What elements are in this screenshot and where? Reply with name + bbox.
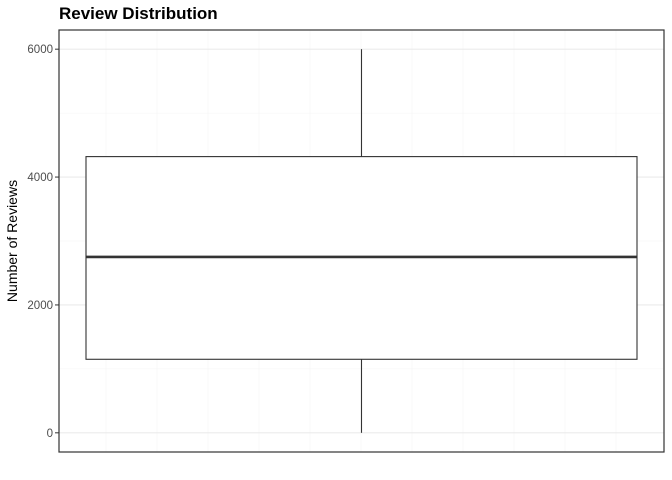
y-tick-label: 6000 xyxy=(27,44,53,56)
y-axis-label: Number of Reviews xyxy=(4,180,20,302)
y-axis-ticks: 0 2000 4000 6000 xyxy=(27,44,59,440)
y-tick-label: 4000 xyxy=(27,172,53,184)
y-tick-label: 2000 xyxy=(27,300,53,312)
box-plot xyxy=(85,49,638,433)
panel-border xyxy=(58,29,665,453)
y-tick-label: 0 xyxy=(47,428,53,440)
chart-title: Review Distribution xyxy=(59,4,218,23)
